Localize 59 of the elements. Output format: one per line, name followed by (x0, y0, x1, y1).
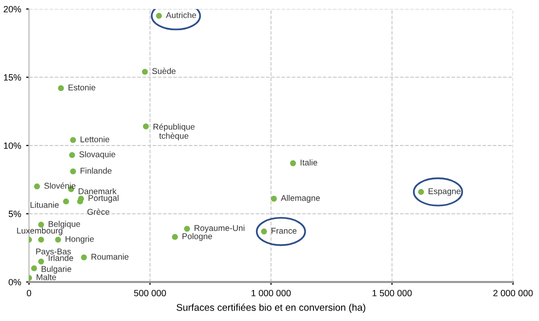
point (270, 196, 277, 202)
point (69, 152, 76, 158)
point (142, 123, 149, 130)
data-label: Finlande (80, 168, 112, 174)
y-tick-label: 15% (4, 74, 22, 81)
point (31, 265, 38, 272)
y-tick-label: 20% (4, 6, 22, 12)
data-label: Irlande (48, 254, 74, 261)
data-label: Hongrie (66, 236, 94, 244)
y-tick-label: 0% (8, 278, 22, 286)
data-label: Grèce (87, 208, 110, 215)
point (418, 188, 424, 195)
x-axis-title: Surfaces certifiées bio et en conversion (ha) (176, 304, 366, 313)
data-label: Lettonie (80, 136, 110, 142)
x-tick-label: 1 000 000 (252, 290, 291, 296)
point (38, 236, 44, 243)
point (34, 184, 40, 190)
data-label: Luxembourg (17, 227, 62, 236)
point (38, 222, 44, 228)
point (80, 254, 87, 260)
point (156, 12, 162, 19)
data-label: Italie (300, 159, 318, 166)
data-label: Suède (152, 68, 176, 74)
point (63, 198, 69, 204)
point (261, 228, 267, 234)
data-label: Roumanie (92, 254, 128, 260)
x-tick-label: 2 000 000 (493, 290, 533, 296)
data-label: Danemark (78, 188, 117, 194)
data-label: Slovaquie (79, 151, 116, 159)
data-label: Pologne (182, 233, 212, 241)
data-label: Pays-Bas (36, 248, 71, 256)
y-tick-label: 5% (8, 210, 22, 218)
data-label: Espagne (428, 188, 461, 196)
data-label: Portugal (88, 194, 118, 203)
point (55, 236, 61, 243)
data-label: France (272, 228, 296, 234)
data-label: Bulgarie (42, 266, 72, 274)
data-label: Allemagne (280, 194, 320, 203)
data-label: Royaume-Uni (194, 224, 244, 233)
point (38, 258, 44, 264)
point (172, 234, 178, 240)
point (58, 85, 64, 92)
point (70, 168, 76, 174)
point (77, 198, 84, 204)
x-tick-label: 0 (26, 290, 32, 296)
data-label: Malte (36, 274, 56, 280)
data-label: Slovénie (44, 182, 76, 189)
data-label: Lituanie (30, 202, 59, 208)
point (70, 137, 76, 143)
point (142, 68, 148, 75)
point (184, 226, 190, 232)
data-label: Belgique (48, 220, 80, 229)
x-tick-label: 1 500 000 (372, 290, 412, 296)
data-label: Estonie (68, 84, 96, 90)
x-tick-label: 500 000 (134, 290, 166, 296)
y-tick-label: 10% (4, 142, 22, 149)
data-label: Autriche (166, 12, 196, 18)
data-label: République tchèque (154, 123, 195, 140)
point (290, 160, 296, 166)
